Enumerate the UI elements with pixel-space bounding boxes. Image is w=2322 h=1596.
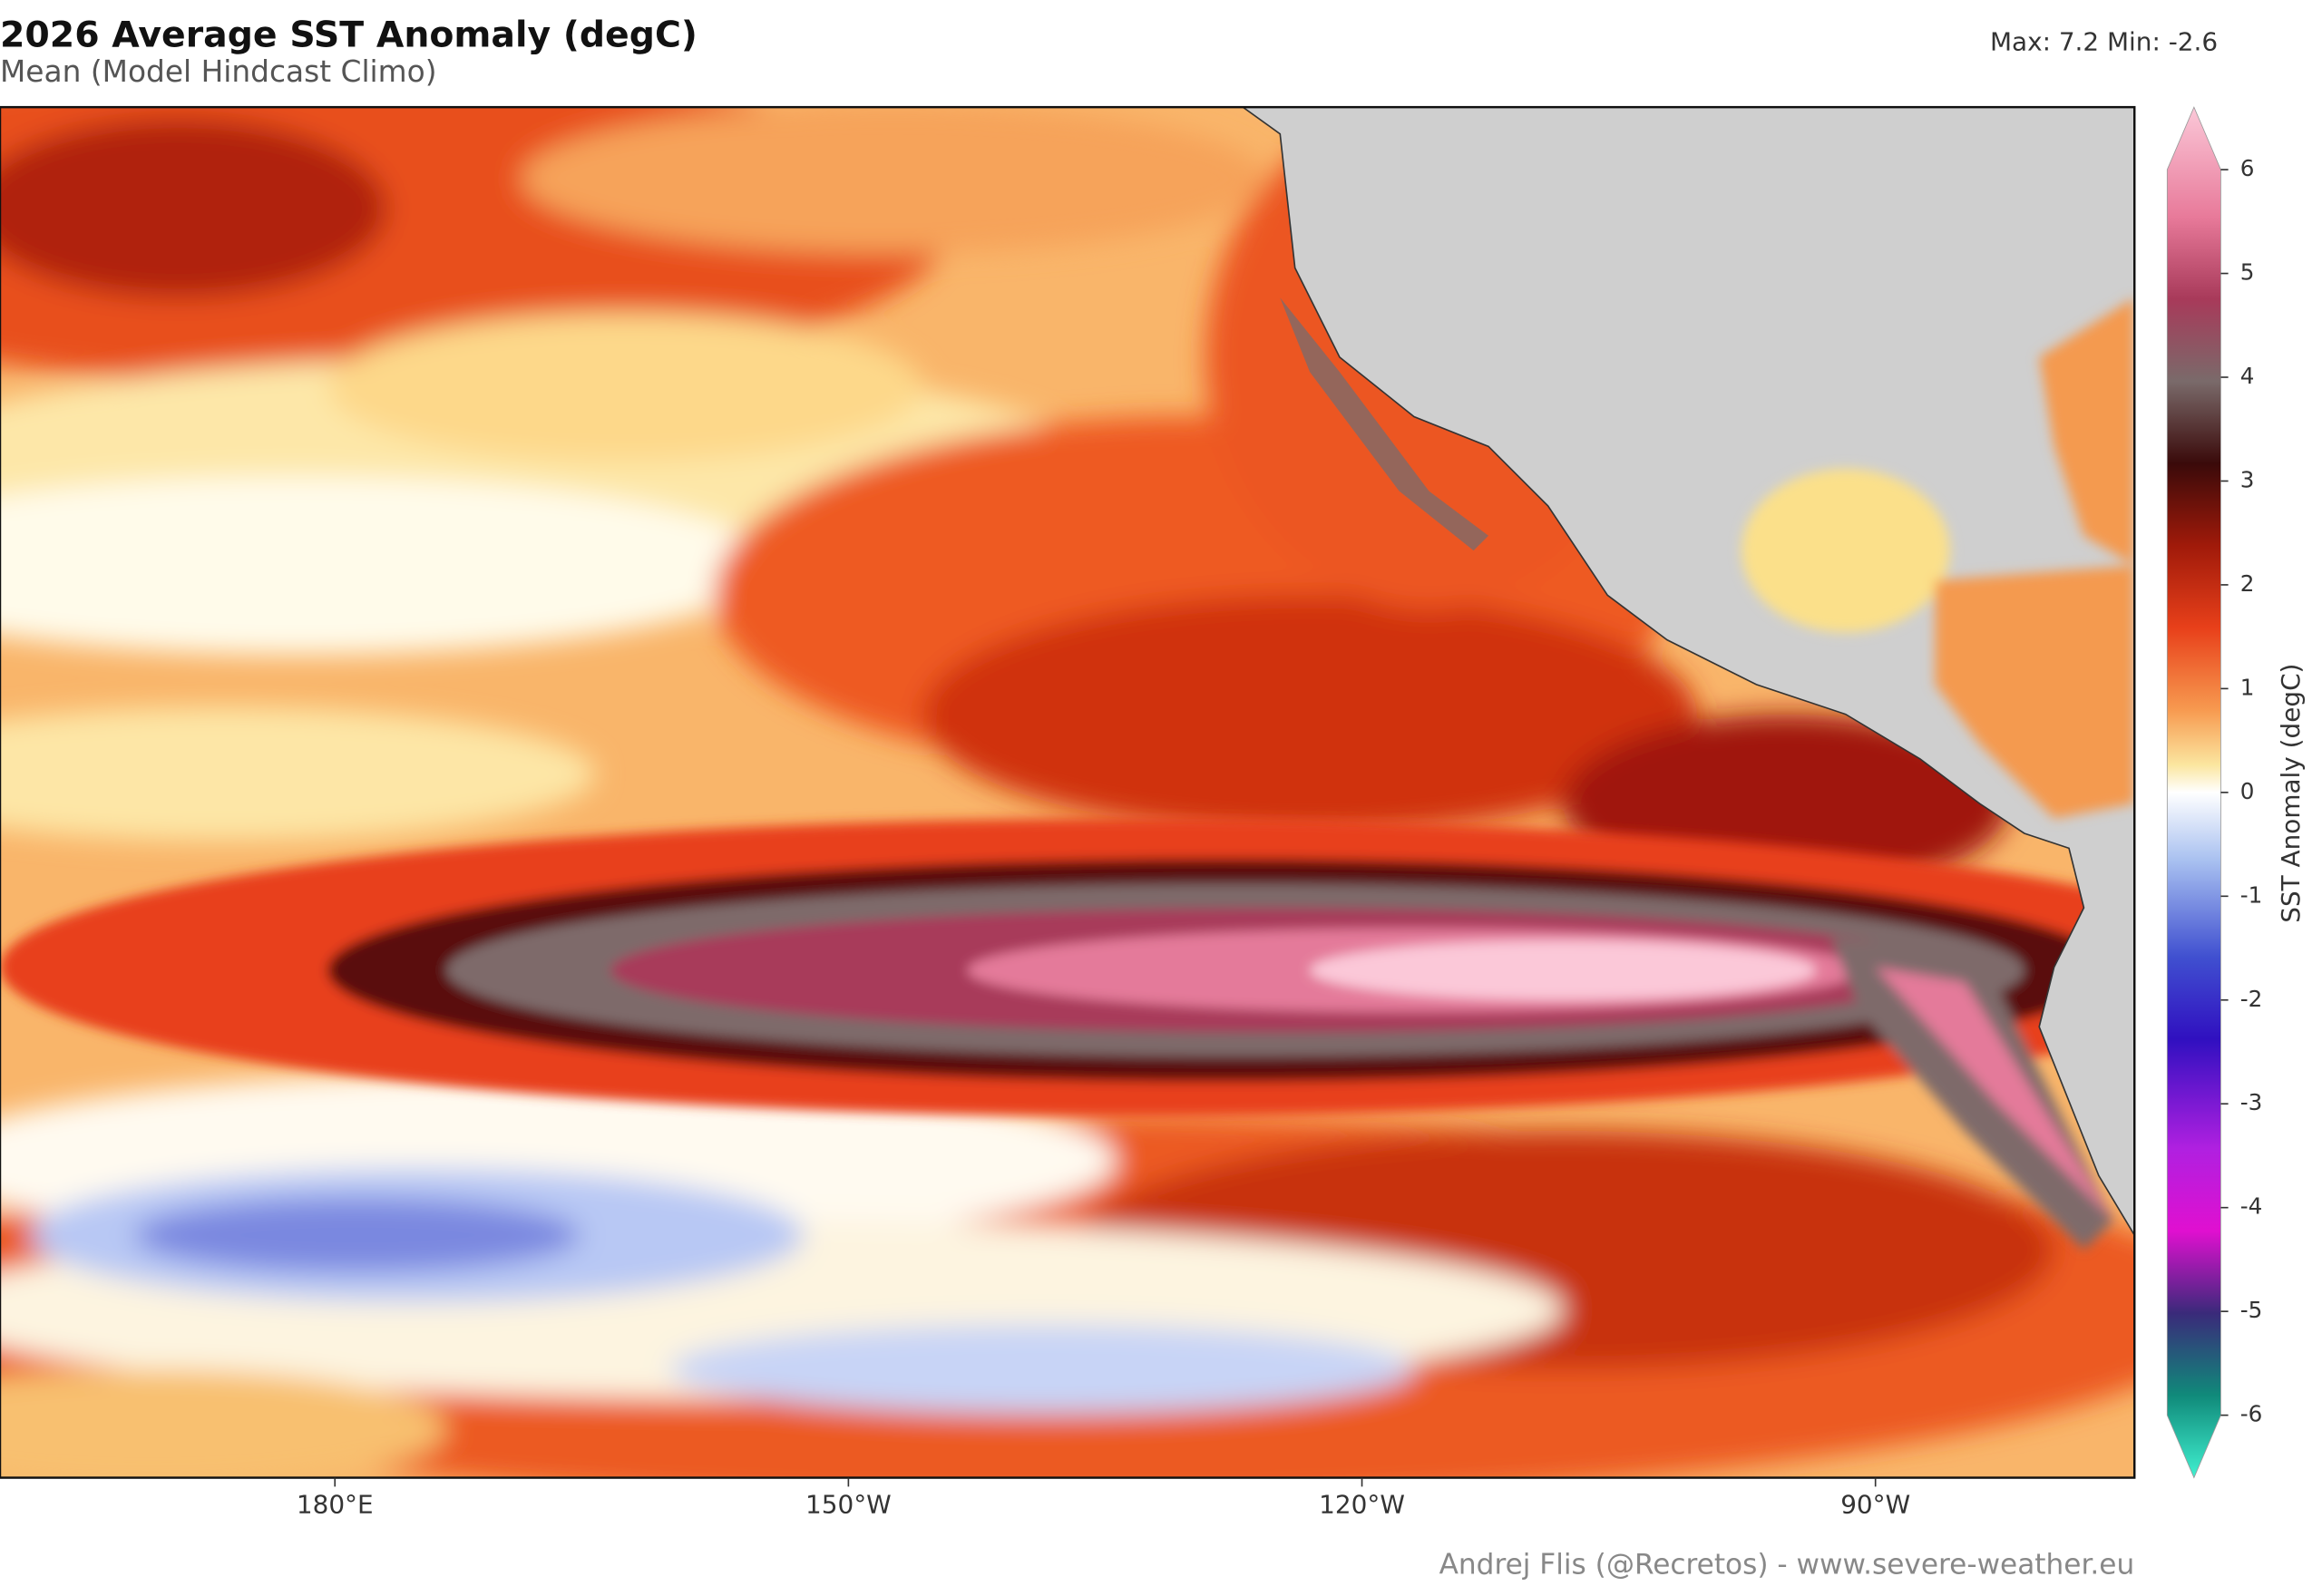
colorbar-tick-label: 5 xyxy=(2240,259,2255,286)
colorbar-tick-label: 4 xyxy=(2240,363,2255,389)
map xyxy=(0,107,2135,1478)
x-tick-label: 120°W xyxy=(1319,1490,1405,1520)
colorbar-tick-label: -6 xyxy=(2240,1401,2263,1427)
colorbar-tick-label: -5 xyxy=(2240,1297,2263,1323)
map-frame xyxy=(0,105,2136,1479)
colorbar-label: SST Anomaly (degC) xyxy=(2276,664,2306,923)
land xyxy=(1241,107,2135,1478)
x-tick-label: 90°W xyxy=(1840,1490,1910,1520)
colorbar xyxy=(2166,106,2221,1479)
colorbar-tick-label: 0 xyxy=(2240,778,2255,804)
credit: Andrej Flis (@Recretos) - www.severe-wea… xyxy=(1439,1548,2135,1581)
x-tick-label: 150°W xyxy=(805,1490,892,1520)
stats: Max: 7.2 Min: -2.6 xyxy=(1990,27,2218,57)
colorbar-tick-label: 6 xyxy=(2240,155,2255,181)
colorbar-tick-label: 3 xyxy=(2240,466,2255,492)
subtitle: Mean (Model Hindcast Climo) xyxy=(0,54,437,89)
colorbar-tick-label: -1 xyxy=(2240,881,2263,908)
colorbar-tick-label: 2 xyxy=(2240,570,2255,597)
colorbar-tick-label: -2 xyxy=(2240,986,2263,1012)
title: 2026 Average SST Anomaly (degC) xyxy=(0,15,698,56)
colorbar-tick-label: -3 xyxy=(2240,1089,2263,1115)
colorbar-tick-label: -4 xyxy=(2240,1193,2263,1220)
colorbar-tick-label: 1 xyxy=(2240,674,2255,700)
x-tick-label: 180°E xyxy=(297,1490,374,1520)
